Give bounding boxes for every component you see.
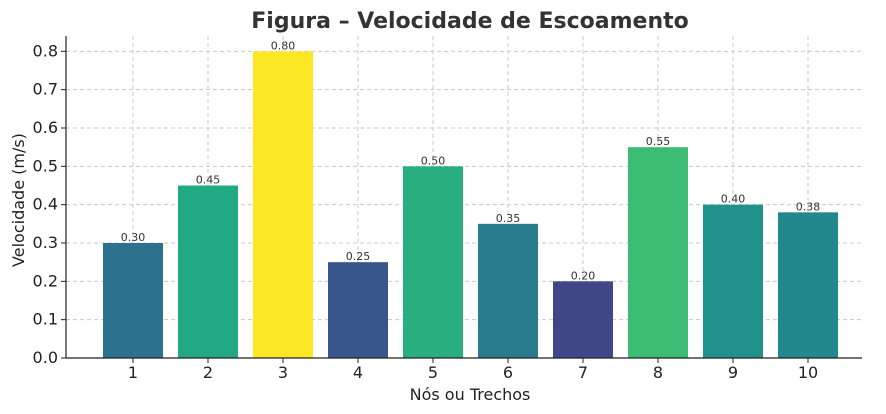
bar	[553, 281, 613, 358]
bar	[178, 185, 238, 358]
data-label: 0.55	[646, 135, 671, 148]
data-label: 0.38	[796, 200, 821, 213]
y-tick-label: 0.8	[33, 41, 58, 60]
data-label: 0.35	[496, 212, 521, 225]
x-tick-label: 1	[128, 363, 138, 382]
x-tick-label: 9	[728, 363, 738, 382]
x-tick-label: 7	[578, 363, 588, 382]
bar	[778, 212, 838, 358]
data-label: 0.80	[271, 39, 296, 52]
y-tick-label: 0.0	[33, 348, 58, 367]
x-tick-label: 5	[428, 363, 438, 382]
bar	[703, 204, 763, 358]
x-tick-label: 3	[278, 363, 288, 382]
bar	[328, 262, 388, 358]
data-label: 0.50	[421, 154, 446, 167]
x-tick-label: 6	[503, 363, 513, 382]
bar	[253, 51, 313, 358]
data-label: 0.25	[346, 250, 371, 263]
y-tick-label: 0.1	[33, 310, 58, 329]
x-axis-label: Nós ou Trechos	[410, 385, 531, 404]
bars	[103, 51, 838, 358]
bar	[478, 223, 538, 358]
x-tick-label: 10	[798, 363, 818, 382]
bar	[628, 147, 688, 358]
chart-title: Figura – Velocidade de Escoamento	[251, 9, 689, 34]
axes: 0.0 0.1 0.2 0.3 0.4 0.5 0.6 0.7 0.8 1 2 3 4 5 6 7 8 9 10	[33, 36, 862, 382]
y-tick-label: 0.3	[33, 233, 58, 252]
y-tick-label: 0.4	[33, 195, 58, 214]
data-label: 0.30	[121, 231, 146, 244]
y-tick-label: 0.2	[33, 271, 58, 290]
y-tick-label: 0.7	[33, 80, 58, 99]
y-tick-label: 0.6	[33, 118, 58, 137]
x-tick-label: 8	[653, 363, 663, 382]
data-label: 0.45	[196, 174, 221, 187]
data-labels: 0.30 0.45 0.80 0.25 0.50 0.35 0.20 0.55 0.40 0.38	[121, 39, 821, 282]
y-tick-label: 0.5	[33, 156, 58, 175]
x-tick-label: 4	[353, 363, 363, 382]
y-axis-label: Velocidade (m/s)	[9, 133, 28, 267]
data-label: 0.40	[721, 193, 746, 206]
bar	[403, 166, 463, 358]
x-tick-label: 2	[203, 363, 213, 382]
bar	[103, 243, 163, 358]
data-label: 0.20	[571, 269, 596, 282]
